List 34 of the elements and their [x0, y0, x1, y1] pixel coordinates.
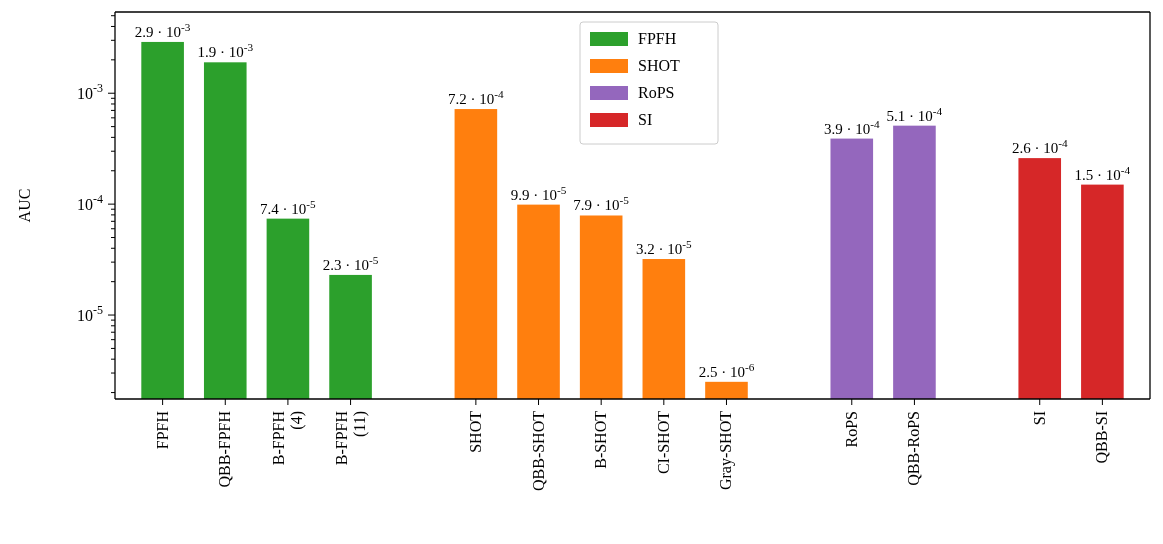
- data-label: 2.6 · 10$^{-4}$: [1011, 137, 1068, 157]
- y-tick-label: 10$^{-4}$: [77, 191, 103, 213]
- data-label: 1.9 · 10$^{-3}$: [197, 41, 254, 61]
- x-tick-label: B-FPFH (11): [332, 410, 369, 466]
- x-tick-label: RoPS: [842, 411, 860, 448]
- y-axis-title: AUC: [16, 188, 33, 223]
- x-tick-label: CI-SHOT: [654, 410, 672, 475]
- y-tick-label: 10$^{-5}$: [77, 302, 103, 324]
- x-tick-label: QBB-SI: [1093, 411, 1111, 464]
- data-label: 9.9 · 10$^{-5}$: [510, 183, 567, 203]
- x-tick-label: B-FPFH (4): [269, 410, 306, 466]
- legend-label: SHOT: [638, 57, 681, 74]
- x-tick-label: QBB-SHOT: [529, 410, 547, 492]
- data-label: 3.2 · 10$^{-5}$: [636, 238, 693, 258]
- x-tick-label: B-SHOT: [592, 410, 610, 469]
- x-tick-label: QBB-FPFH: [216, 410, 234, 488]
- x-tick-label: SHOT: [466, 410, 484, 453]
- data-label: 2.9 · 10$^{-3}$: [134, 20, 191, 40]
- x-tick-label: SI: [1030, 411, 1048, 426]
- data-label: 3.9 · 10$^{-4}$: [823, 117, 880, 137]
- y-tick-label: 10$^{-3}$: [77, 80, 103, 102]
- data-label: 7.9 · 10$^{-5}$: [573, 194, 630, 214]
- legend-label: FPFH: [638, 30, 677, 47]
- legend-label: SI: [638, 111, 653, 128]
- data-label: 2.5 · 10$^{-6}$: [698, 360, 755, 380]
- data-label: 7.4 · 10$^{-5}$: [260, 197, 317, 217]
- data-label: 1.5 · 10$^{-4}$: [1074, 163, 1131, 183]
- x-tick-label: FPFH: [153, 410, 171, 450]
- data-label: 2.3 · 10$^{-5}$: [322, 253, 379, 273]
- x-tick-label: Gray-SHOT: [717, 410, 736, 491]
- data-label: 5.1 · 10$^{-4}$: [886, 104, 943, 124]
- legend-label: RoPS: [638, 84, 675, 101]
- x-tick-label: QBB-RoPS: [905, 411, 923, 486]
- data-label: 7.2 · 10$^{-4}$: [448, 88, 505, 108]
